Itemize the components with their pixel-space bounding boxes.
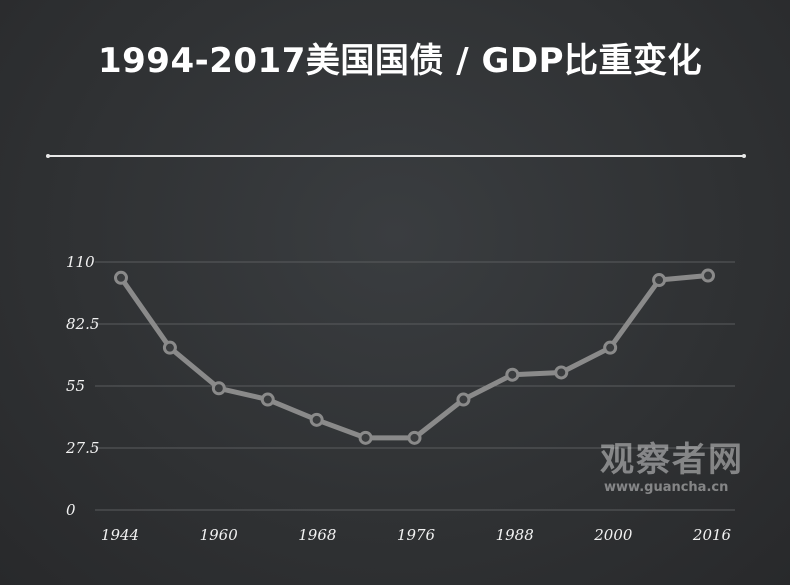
series-polyline bbox=[118, 273, 711, 441]
y-tick-label: 0 bbox=[66, 501, 76, 519]
watermark-url: www.guancha.cn bbox=[604, 480, 729, 495]
title-divider bbox=[46, 154, 746, 158]
x-tick-label: 1988 bbox=[496, 526, 534, 544]
y-axis-labels: 0 27.5 55 82.5 110 bbox=[65, 253, 99, 519]
x-axis-labels: 1944 1960 1968 1976 1988 2000 2016 bbox=[101, 526, 732, 544]
series-points bbox=[114, 268, 715, 445]
x-tick-label: 1976 bbox=[397, 526, 436, 544]
y-tick-label: 82.5 bbox=[66, 315, 99, 333]
data-point bbox=[309, 412, 324, 427]
watermark: 观察者网 www.guancha.cn bbox=[600, 440, 744, 496]
data-point bbox=[407, 430, 422, 445]
x-tick-label: 1960 bbox=[200, 526, 239, 544]
y-tick-label: 110 bbox=[66, 253, 95, 271]
series-line bbox=[118, 273, 711, 441]
data-point bbox=[358, 430, 373, 445]
data-point bbox=[211, 381, 226, 396]
data-point bbox=[701, 268, 715, 283]
y-tick-label: 27.5 bbox=[65, 439, 99, 457]
data-point bbox=[603, 340, 618, 355]
x-tick-label: 1968 bbox=[298, 526, 336, 544]
data-point bbox=[162, 340, 177, 355]
chart-title: 1994-2017美国国债 / GDP比重变化 bbox=[97, 41, 702, 81]
watermark-name: 观察者网 bbox=[600, 440, 744, 480]
data-point bbox=[505, 367, 520, 382]
x-tick-label: 1944 bbox=[101, 526, 139, 544]
y-tick-label: 55 bbox=[66, 377, 85, 395]
data-point bbox=[114, 270, 128, 285]
x-tick-label: 2016 bbox=[692, 526, 732, 544]
x-tick-label: 2000 bbox=[593, 526, 633, 544]
data-point bbox=[554, 365, 569, 380]
data-point bbox=[260, 392, 275, 407]
data-point bbox=[652, 273, 667, 288]
data-point bbox=[456, 392, 471, 407]
